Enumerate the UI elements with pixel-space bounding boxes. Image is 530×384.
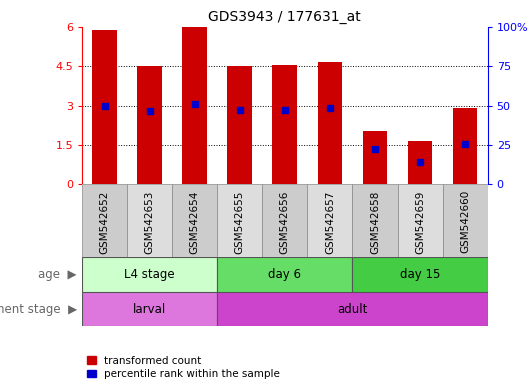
Bar xyxy=(317,62,342,184)
Bar xyxy=(172,184,217,257)
Bar xyxy=(408,141,432,184)
Bar xyxy=(453,108,478,184)
Text: adult: adult xyxy=(337,303,368,316)
Text: day 6: day 6 xyxy=(268,268,302,281)
Bar xyxy=(127,184,172,257)
Text: GSM542657: GSM542657 xyxy=(325,190,335,253)
Text: GSM542658: GSM542658 xyxy=(370,190,380,253)
Title: GDS3943 / 177631_at: GDS3943 / 177631_at xyxy=(208,10,361,25)
Bar xyxy=(262,184,307,257)
Text: day 15: day 15 xyxy=(400,268,440,281)
Bar xyxy=(217,184,262,257)
Bar xyxy=(82,184,127,257)
Bar xyxy=(217,292,488,326)
Bar xyxy=(363,131,387,184)
Text: GSM542655: GSM542655 xyxy=(235,190,245,253)
Bar xyxy=(82,292,217,326)
Bar xyxy=(352,257,488,292)
Text: GSM542652: GSM542652 xyxy=(100,190,110,253)
Bar xyxy=(398,184,443,257)
Text: GSM542660: GSM542660 xyxy=(460,190,470,253)
Text: L4 stage: L4 stage xyxy=(125,268,175,281)
Bar xyxy=(352,184,398,257)
Legend: transformed count, percentile rank within the sample: transformed count, percentile rank withi… xyxy=(87,356,280,379)
Bar xyxy=(307,184,352,257)
Bar xyxy=(217,257,352,292)
Text: GSM542656: GSM542656 xyxy=(280,190,290,253)
Bar xyxy=(92,30,117,184)
Text: development stage  ▶: development stage ▶ xyxy=(0,303,77,316)
Text: GSM542654: GSM542654 xyxy=(190,190,200,253)
Text: GSM542659: GSM542659 xyxy=(415,190,425,253)
Bar xyxy=(227,66,252,184)
Bar xyxy=(137,66,162,184)
Bar xyxy=(182,27,207,184)
Bar xyxy=(272,65,297,184)
Bar xyxy=(443,184,488,257)
Text: GSM542653: GSM542653 xyxy=(145,190,155,253)
Text: larval: larval xyxy=(133,303,166,316)
Text: age  ▶: age ▶ xyxy=(38,268,77,281)
Bar xyxy=(82,257,217,292)
